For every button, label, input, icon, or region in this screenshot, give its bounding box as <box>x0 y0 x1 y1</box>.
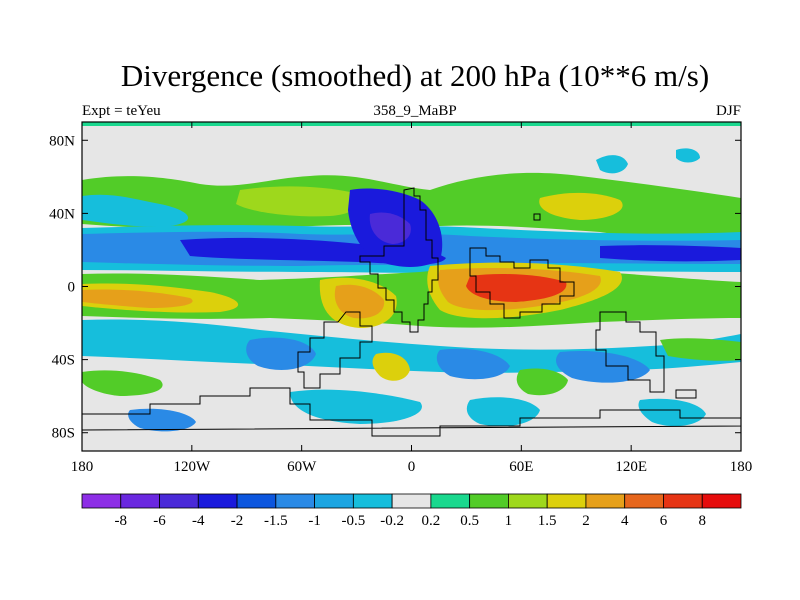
field-arctic-cyan-2 <box>676 148 700 163</box>
colorbar-swatch <box>81 493 122 509</box>
field-south-blue-1 <box>246 337 316 370</box>
colorbar-label: -0.2 <box>380 513 404 529</box>
field-south-cyan-4 <box>638 398 706 427</box>
field-south-blue-3 <box>556 350 650 383</box>
colorbar-label: 0.2 <box>422 513 441 529</box>
colorbar-label: 1.5 <box>538 513 557 529</box>
colorbar-label: -2 <box>231 513 244 529</box>
coastline-south-america <box>297 311 373 389</box>
x-tick-label: 60E <box>509 459 533 475</box>
y-tick-label: 80N <box>49 133 75 149</box>
colorbar-swatch <box>508 493 548 509</box>
field-north-cyan <box>82 194 189 227</box>
experiment-label: Expt = teYeu <box>82 103 161 119</box>
y-tick-label: 80S <box>52 426 75 442</box>
field-south-blue-2 <box>436 348 510 380</box>
coastline-australia <box>595 311 665 393</box>
colorbar: -8 -6 -4 -2 -1.5 -1 -0.5 -0.2 0.2 0.5 1 1.5 2 4 6 8 <box>81 493 742 529</box>
x-tick-label: 60W <box>287 459 317 475</box>
field-north-yellow-2 <box>539 192 623 220</box>
field-south-green-3 <box>660 338 741 361</box>
field-africa-orange <box>334 284 385 319</box>
colorbar-swatch <box>197 493 238 509</box>
field-south-green-2 <box>516 368 568 396</box>
colorbar-swatch <box>275 493 315 509</box>
colorbar-label: 2 <box>582 513 590 529</box>
colorbar-swatch <box>352 493 393 509</box>
colorbar-swatch <box>624 493 664 509</box>
colorbar-swatch <box>120 493 160 509</box>
colorbar-label: 8 <box>698 513 706 529</box>
colorbar-label: -4 <box>192 513 205 529</box>
field-indian-red <box>466 274 567 302</box>
y-tick-label: 0 <box>68 280 76 296</box>
colorbar-swatch <box>159 493 199 509</box>
colorbar-label: -1 <box>308 513 321 529</box>
coastline-africa <box>359 187 439 333</box>
colorbar-swatch <box>701 493 742 509</box>
colorbar-label: -6 <box>153 513 166 529</box>
field-pacific-green <box>620 292 741 315</box>
coastline-islands <box>533 213 697 399</box>
field-equator-orange-w <box>82 289 193 308</box>
field-convergence-deep <box>369 212 411 244</box>
colorbar-label: -0.5 <box>341 513 365 529</box>
coastline-asia <box>469 247 575 319</box>
colorbar-swatch <box>546 493 587 509</box>
colorbar-swatch <box>585 493 626 509</box>
colorbar-swatch <box>663 493 703 509</box>
field-arctic-cyan-1 <box>596 155 628 174</box>
colorbar-label: 4 <box>621 513 629 529</box>
field-south-yellow <box>372 352 410 381</box>
colorbar-swatch <box>391 493 432 509</box>
map-field <box>82 122 741 451</box>
colorbar-swatch <box>236 493 277 509</box>
axis-ticks: 180 120W 60W 0 60E 120E 180 80N 40N 0 40S 80S <box>49 122 752 475</box>
colorbar-label: -8 <box>115 513 128 529</box>
colorbar-label: -1.5 <box>264 513 288 529</box>
x-tick-label: 120W <box>173 459 211 475</box>
y-tick-label: 40S <box>52 353 75 369</box>
coastline-antarctica <box>82 387 741 437</box>
field-convergence-east <box>600 245 741 262</box>
field-south-green-1 <box>82 370 163 396</box>
x-tick-label: 120E <box>615 459 647 475</box>
coastlines <box>82 187 741 437</box>
x-tick-label: 180 <box>730 459 753 475</box>
field-south-cyan-3 <box>466 397 540 427</box>
field-north-yellow-1 <box>236 186 361 217</box>
period-label: 358_9_MaBP <box>373 103 457 119</box>
x-tick-label: 180 <box>71 459 94 475</box>
colorbar-swatch <box>469 493 509 509</box>
field-south-cyan-2 <box>290 389 422 424</box>
y-tick-label: 40N <box>49 206 75 222</box>
colorbar-label: 6 <box>660 513 668 529</box>
colorbar-swatch <box>314 493 354 509</box>
season-label: DJF <box>715 103 741 119</box>
x-tick-label: 0 <box>408 459 416 475</box>
chart-title: Divergence (smoothed) at 200 hPa (10**6 … <box>120 58 710 93</box>
colorbar-label: 1 <box>505 513 513 529</box>
colorbar-swatch <box>430 493 471 509</box>
colorbar-label: 0.5 <box>460 513 479 529</box>
